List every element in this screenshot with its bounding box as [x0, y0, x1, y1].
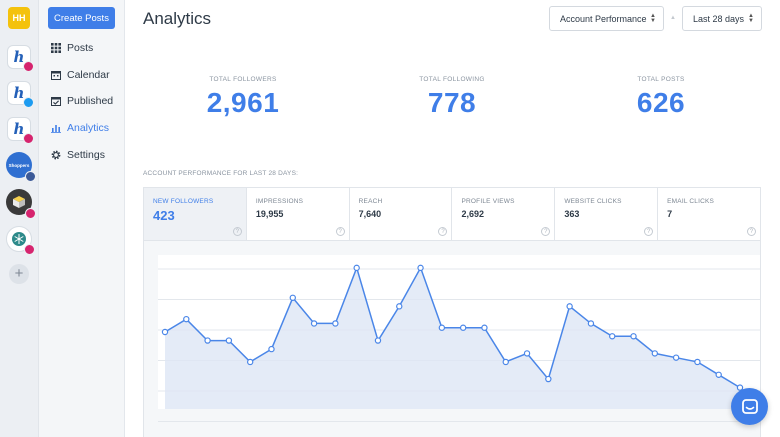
total-followers-label: TOTAL FOLLOWERS [209, 76, 277, 83]
total-following-value: 778 [427, 87, 477, 118]
nav-item-label: Analytics [67, 122, 110, 134]
instagram-icon [24, 244, 35, 255]
total-posts-label: TOTAL POSTS [637, 76, 685, 83]
data-point[interactable] [161, 328, 169, 336]
data-point[interactable] [246, 358, 254, 366]
facebook-icon [25, 171, 36, 182]
chat-support-button[interactable] [731, 388, 768, 425]
account-snowflake-instagram[interactable] [6, 226, 35, 255]
box-logo-icon [13, 196, 25, 208]
data-point[interactable] [396, 303, 403, 310]
data-point[interactable] [651, 350, 659, 357]
account-h-instagram-2[interactable]: h [7, 117, 34, 144]
tab-reach[interactable]: REACH 7,640 ? [349, 188, 453, 240]
help-icon[interactable]: ? [232, 227, 242, 236]
help-icon[interactable]: ? [746, 227, 756, 236]
nav-item-label: Settings [67, 149, 105, 161]
instagram-icon [23, 133, 34, 144]
nav-item-published[interactable]: Published [51, 93, 113, 109]
data-point[interactable] [204, 337, 211, 344]
nav-item-label: Published [67, 95, 114, 107]
total-posts-value: 626 [636, 87, 686, 118]
grid-icon [51, 43, 61, 53]
bar-chart-icon [51, 125, 61, 133]
report-type-select[interactable]: Account Performance ▲ ▼ [549, 6, 664, 31]
data-point[interactable] [310, 320, 318, 327]
metric-tabs: NEW FOLLOWERS 423 ? IMPRESSIONS 19,955 ?… [143, 187, 761, 241]
section-label: ACCOUNT PERFORMANCE FOR LAST 28 DAYS: [143, 170, 299, 177]
user-avatar[interactable]: HH [8, 7, 30, 29]
account-shoppers-facebook[interactable]: Shoppers [6, 152, 36, 182]
help-icon[interactable]: ? [438, 227, 448, 236]
account-rail: HH h h h Shoppers + [0, 0, 39, 437]
data-point[interactable] [183, 315, 190, 323]
gear-icon [51, 150, 61, 160]
nav-item-analytics[interactable]: Analytics [51, 120, 109, 136]
account-h-instagram[interactable]: h [7, 45, 34, 72]
instagram-icon [23, 61, 34, 72]
data-point[interactable] [545, 375, 552, 383]
chart-svg [158, 255, 760, 422]
total-following: TOTAL FOLLOWING 778 [362, 76, 542, 119]
date-range-select[interactable]: Last 28 days ▲ ▼ [682, 6, 762, 31]
chat-icon [741, 398, 758, 414]
instagram-icon [25, 208, 36, 219]
tab-email-clicks[interactable]: EMAIL CLICKS 7 ? [658, 188, 760, 240]
add-account-button[interactable]: + [9, 264, 29, 284]
data-point[interactable] [353, 264, 360, 272]
account-box-instagram[interactable] [6, 189, 36, 219]
data-point[interactable] [672, 354, 680, 361]
nav-item-label: Posts [67, 42, 94, 54]
nav-item-calendar[interactable]: Calendar [51, 67, 110, 83]
page-title: Analytics [143, 9, 212, 28]
snowflake-logo-icon [12, 232, 26, 246]
series-area [165, 267, 740, 409]
help-icon[interactable]: ? [541, 227, 551, 236]
data-point[interactable] [459, 324, 467, 331]
data-point[interactable] [694, 358, 701, 366]
tab-impressions[interactable]: IMPRESSIONS 19,955 ? [246, 188, 350, 240]
account-h-twitter[interactable]: h [7, 81, 34, 108]
select-caret-icon: ▲ ▼ [650, 13, 656, 24]
help-icon[interactable]: ? [335, 227, 345, 236]
data-point[interactable] [438, 324, 446, 331]
calendar-icon [51, 71, 61, 80]
data-point[interactable] [502, 358, 509, 366]
total-followers-value: 2,961 [206, 87, 280, 118]
data-point[interactable] [523, 350, 531, 357]
data-point[interactable] [587, 320, 595, 327]
data-point[interactable] [609, 333, 616, 340]
series-line [164, 265, 741, 389]
select-separator-icon: ▲ [670, 15, 676, 21]
data-point[interactable] [481, 324, 488, 331]
new-followers-chart [143, 241, 761, 437]
data-point[interactable] [225, 337, 233, 344]
tab-new-followers[interactable]: NEW FOLLOWERS 423 ? [144, 188, 247, 240]
twitter-icon [23, 97, 34, 108]
nav-item-settings[interactable]: Settings [51, 147, 105, 163]
create-posts-button[interactable]: Create Posts [48, 7, 115, 29]
data-point[interactable] [332, 320, 339, 327]
total-following-label: TOTAL FOLLOWING [419, 76, 485, 83]
data-point[interactable] [289, 294, 296, 301]
data-point[interactable] [630, 333, 637, 340]
check-calendar-icon [51, 97, 61, 106]
total-followers: TOTAL FOLLOWERS 2,961 [153, 76, 333, 119]
data-point[interactable] [268, 345, 275, 353]
nav-item-label: Calendar [67, 69, 110, 81]
data-point[interactable] [374, 337, 382, 344]
tab-profile-views[interactable]: PROFILE VIEWS 2,692 ? [452, 188, 556, 240]
tab-website-clicks[interactable]: WEBSITE CLICKS 363 ? [555, 188, 659, 240]
data-point[interactable] [417, 264, 424, 272]
nav-item-posts[interactable]: Posts [51, 40, 93, 56]
select-caret-icon: ▲ ▼ [748, 13, 754, 24]
data-point[interactable] [566, 303, 573, 310]
data-point[interactable] [715, 371, 722, 378]
total-posts: TOTAL POSTS 626 [571, 76, 751, 119]
help-icon[interactable]: ? [644, 227, 654, 236]
nav-sidebar: Create Posts Posts Calendar Published An… [39, 0, 125, 437]
